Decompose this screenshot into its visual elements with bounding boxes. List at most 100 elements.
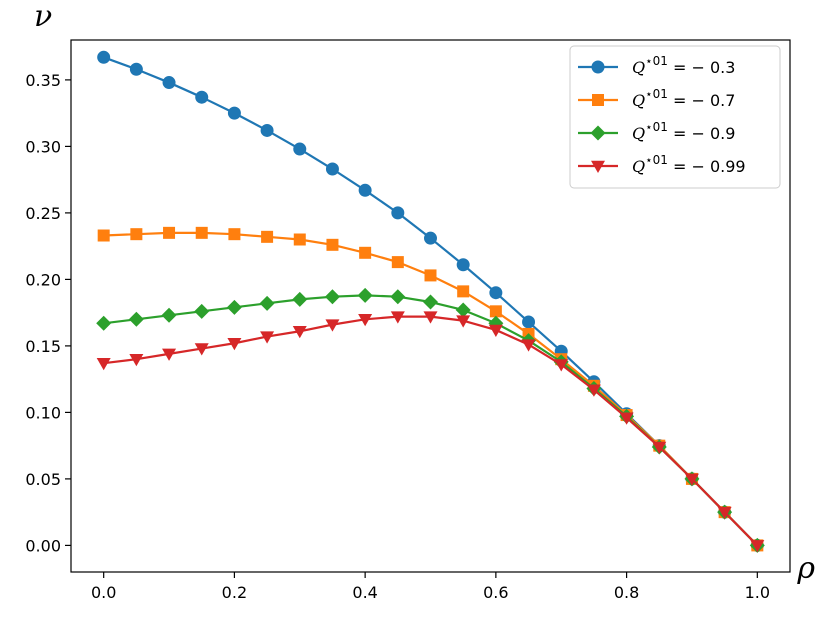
data-point-triangle	[358, 314, 373, 327]
data-point-square	[592, 94, 604, 106]
data-point-circle	[456, 258, 470, 272]
data-point-circle	[293, 142, 307, 156]
data-point-triangle	[194, 343, 209, 356]
data-point-diamond	[259, 295, 275, 311]
legend-entry-4: Q⋆01 = − 0.99	[578, 153, 746, 176]
data-point-diamond	[324, 289, 340, 305]
legend-label: Q⋆01 = − 0.3	[632, 54, 735, 77]
data-point-square	[195, 226, 208, 239]
data-point-triangle	[619, 412, 634, 425]
data-point-circle	[489, 286, 503, 300]
plot-frame	[70, 39, 791, 573]
data-point-circle	[358, 183, 372, 197]
data-point-diamond	[455, 302, 471, 318]
legend-label: Q⋆01 = − 0.99	[632, 153, 746, 176]
y-tick-label: 0.35	[25, 71, 61, 90]
data-point-square	[391, 256, 404, 269]
data-point-triangle	[717, 506, 732, 520]
legend-entry-1: Q⋆01 = − 0.3	[578, 54, 735, 77]
data-point-triangle	[325, 319, 340, 332]
y-axis: 0.00 0.05 0.10 0.15 0.20 0.25 0.30 0.35	[25, 71, 71, 555]
series-2	[97, 226, 764, 552]
data-point-square	[130, 228, 143, 241]
data-point-triangle	[521, 339, 536, 352]
data-point-triangle	[260, 331, 275, 344]
data-point-square	[457, 285, 470, 298]
data-point-triangle	[129, 353, 144, 367]
x-tick-label: 0.8	[614, 583, 639, 602]
data-point-diamond	[357, 287, 373, 303]
data-point-triangle	[554, 359, 569, 372]
data-point-circle	[591, 60, 605, 74]
data-point-square	[293, 233, 306, 246]
data-point-diamond	[161, 307, 177, 323]
data-point-triangle	[684, 473, 699, 486]
data-point-diamond	[226, 299, 242, 315]
data-point-triangle	[591, 160, 605, 173]
data-point-triangle	[586, 384, 601, 397]
data-point-circle	[227, 106, 241, 120]
data-point-circle	[195, 90, 209, 104]
data-point-triangle	[652, 441, 667, 454]
data-point-diamond	[590, 125, 606, 141]
data-point-square	[97, 229, 110, 242]
x-axis-title: ρ	[796, 551, 815, 586]
data-point-square	[163, 226, 176, 239]
x-tick-label: 0.4	[352, 583, 377, 602]
x-axis: 0.0 0.2 0.4 0.6 0.8 1.0	[91, 572, 770, 602]
data-point-triangle	[96, 357, 111, 371]
legend-label: Q⋆01 = − 0.9	[632, 120, 735, 143]
data-point-square	[424, 269, 437, 282]
data-point-triangle	[750, 540, 765, 553]
data-point-square	[359, 246, 372, 259]
y-tick-label: 0.25	[25, 204, 61, 223]
x-tick-label: 0.6	[483, 583, 508, 602]
y-tick-label: 0.10	[25, 403, 61, 422]
data-point-diamond	[390, 289, 406, 305]
data-point-triangle	[162, 348, 177, 361]
data-point-circle	[260, 123, 274, 137]
data-point-triangle	[456, 315, 471, 328]
legend-box	[569, 45, 781, 189]
data-point-diamond	[292, 291, 308, 307]
y-tick-label: 0.20	[25, 270, 61, 289]
data-point-circle	[162, 76, 176, 90]
data-point-diamond	[96, 315, 112, 331]
data-point-diamond	[194, 303, 210, 319]
y-tick-label: 0.30	[25, 137, 61, 156]
series-4	[96, 311, 765, 553]
data-point-circle	[129, 62, 143, 76]
y-tick-label: 0.05	[25, 470, 61, 489]
legend-entry-2: Q⋆01 = − 0.7	[578, 87, 735, 110]
data-point-circle	[97, 50, 111, 64]
legend-entry-3: Q⋆01 = − 0.9	[578, 120, 735, 143]
y-axis-title: ν	[34, 0, 52, 34]
y-tick-label: 0.00	[25, 536, 61, 555]
data-point-diamond	[423, 294, 438, 310]
data-point-square	[326, 238, 339, 251]
x-tick-label: 0.2	[222, 583, 247, 602]
data-point-triangle	[390, 311, 405, 324]
data-point-circle	[391, 206, 405, 220]
legend-label: Q⋆01 = − 0.7	[632, 87, 735, 110]
data-point-square	[261, 230, 274, 243]
data-point-triangle	[488, 324, 503, 337]
series-3	[96, 287, 765, 553]
x-tick-label: 0.0	[91, 583, 116, 602]
data-point-triangle	[292, 326, 307, 339]
x-tick-label: 1.0	[745, 583, 770, 602]
data-point-diamond	[128, 311, 144, 327]
y-tick-label: 0.15	[25, 337, 61, 356]
data-point-triangle	[227, 337, 242, 351]
data-point-circle	[325, 162, 339, 176]
data-point-square	[228, 228, 241, 241]
series-line	[103, 294, 759, 547]
data-point-square	[489, 305, 502, 318]
plot-border	[70, 39, 791, 573]
legend: Q⋆01 = − 0.3 Q⋆01 = − 0.7 Q⋆01 = − 0.9 Q⋆01…	[569, 45, 781, 189]
data-point-triangle	[423, 311, 438, 324]
data-point-circle	[424, 231, 437, 245]
data-point-circle	[522, 315, 536, 329]
series-layer	[96, 50, 765, 553]
